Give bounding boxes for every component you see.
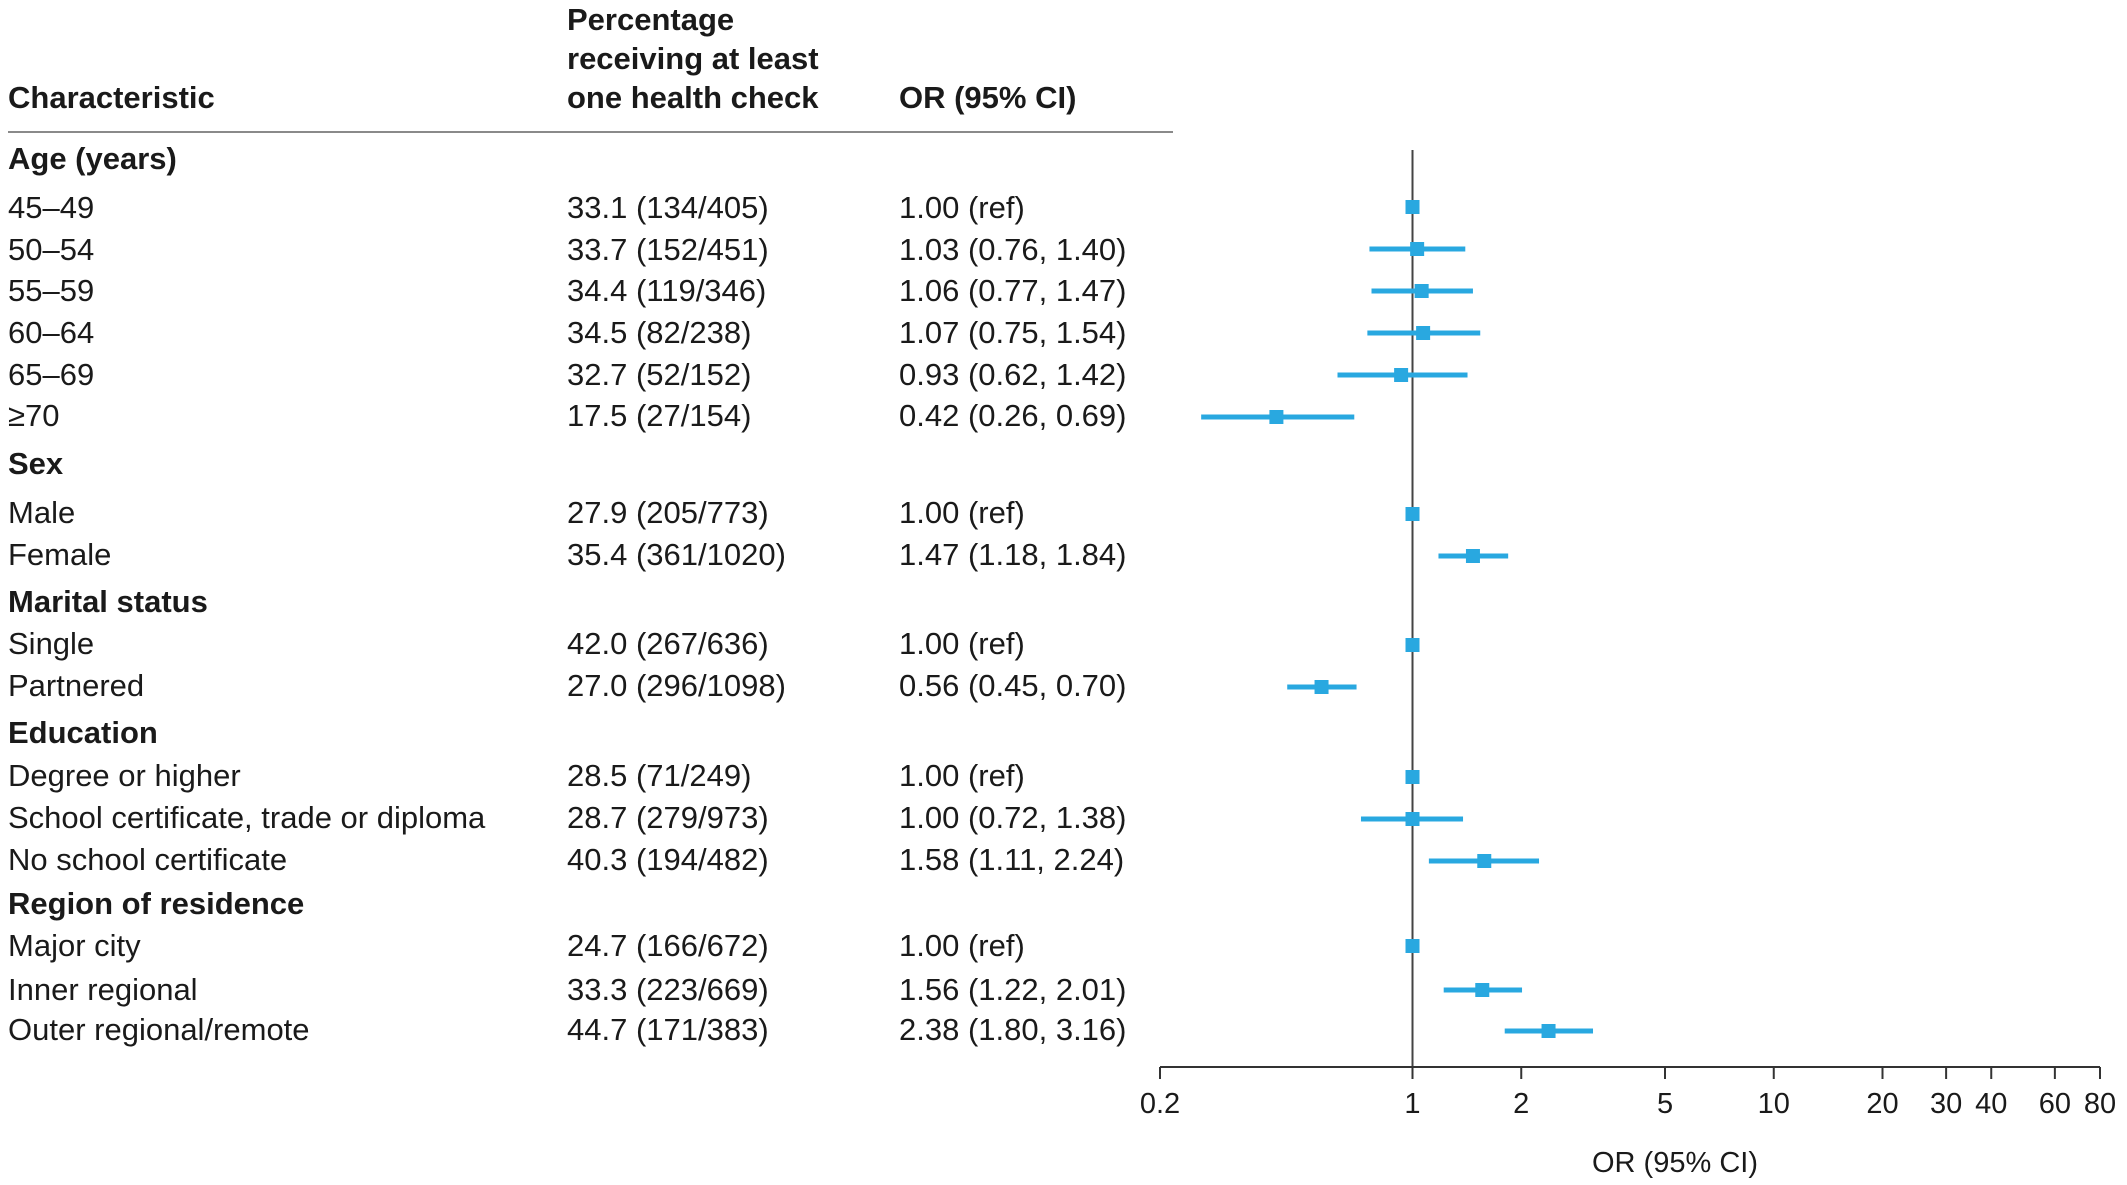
x-tick-label: 5 (1657, 1088, 1673, 1120)
header-characteristic: Characteristic (8, 80, 215, 115)
row-percentage: 28.5 (71/249) (567, 758, 752, 793)
row-or: 1.00 (ref) (899, 190, 1025, 225)
row-label: 45–49 (8, 190, 95, 225)
point-marker (1314, 680, 1329, 694)
row-label: Inner regional (8, 972, 198, 1007)
row-label: Female (8, 537, 112, 572)
row-or: 1.00 (0.72, 1.38) (899, 800, 1127, 835)
header-percentage-line-3: one health check (567, 80, 819, 115)
x-tick-label: 10 (1758, 1088, 1790, 1120)
x-tick-label: 1 (1404, 1088, 1420, 1120)
row-percentage: 34.4 (119/346) (567, 273, 767, 308)
row-or: 1.03 (0.76, 1.40) (899, 232, 1127, 267)
row-label: 60–64 (8, 315, 95, 350)
row-or: 1.56 (1.22, 2.01) (899, 972, 1127, 1007)
row-percentage: 27.9 (205/773) (567, 495, 769, 530)
point-marker (1405, 507, 1420, 521)
x-axis-title: OR (95% CI) (1592, 1147, 1758, 1179)
point-marker (1405, 939, 1420, 953)
point-marker (1405, 812, 1420, 826)
row-or: 2.38 (1.80, 3.16) (899, 1012, 1127, 1047)
row-or: 1.58 (1.11, 2.24) (899, 842, 1125, 877)
row-percentage: 40.3 (194/482) (567, 842, 769, 877)
row-or: 1.06 (0.77, 1.47) (899, 273, 1127, 308)
row-or: 0.42 (0.26, 0.69) (899, 398, 1127, 433)
x-tick-label: 60 (2039, 1088, 2071, 1120)
row-label: 50–54 (8, 232, 95, 267)
row-percentage: 28.7 (279/973) (567, 800, 769, 835)
row-label: Degree or higher (8, 758, 241, 793)
point-marker (1465, 549, 1480, 563)
header-or: OR (95% CI) (899, 80, 1077, 115)
header-divider (8, 131, 1173, 133)
point-marker (1394, 368, 1409, 382)
row-or: 1.00 (ref) (899, 626, 1025, 661)
section-heading: Age (years) (8, 141, 177, 176)
row-label: Male (8, 495, 76, 530)
section-heading: Region of residence (8, 886, 305, 921)
row-label: 55–59 (8, 273, 95, 308)
row-percentage: 32.7 (52/152) (567, 357, 752, 392)
row-label: 65–69 (8, 357, 95, 392)
row-or: 1.07 (0.75, 1.54) (899, 315, 1127, 350)
row-percentage: 34.5 (82/238) (567, 315, 752, 350)
point-marker (1405, 638, 1420, 652)
row-percentage: 27.0 (296/1098) (567, 668, 786, 703)
header-percentage-line-2: receiving at least (567, 41, 819, 76)
point-marker (1405, 200, 1420, 214)
point-marker (1414, 284, 1429, 298)
x-tick-label: 30 (1930, 1088, 1962, 1120)
row-percentage: 24.7 (166/672) (567, 928, 769, 963)
point-marker (1410, 242, 1425, 256)
x-tick-label: 2 (1513, 1088, 1529, 1120)
row-percentage: 33.7 (152/451) (567, 232, 769, 267)
row-label: No school certificate (8, 842, 288, 877)
row-percentage: 35.4 (361/1020) (567, 537, 786, 572)
row-or: 0.56 (0.45, 0.70) (899, 668, 1127, 703)
row-or: 0.93 (0.62, 1.42) (899, 357, 1127, 392)
row-label: ≥70 (8, 398, 60, 433)
row-label: Partnered (8, 668, 145, 703)
header-percentage: Percentage receiving at least one health… (567, 0, 819, 117)
row-or: 1.00 (ref) (899, 495, 1025, 530)
point-marker (1416, 326, 1431, 340)
row-label: Major city (8, 928, 141, 963)
row-label: School certificate, trade or diploma (8, 800, 486, 835)
row-label: Single (8, 626, 95, 661)
row-percentage: 17.5 (27/154) (567, 398, 752, 433)
row-percentage: 33.3 (223/669) (567, 972, 769, 1007)
row-percentage: 44.7 (171/383) (567, 1012, 769, 1047)
point-marker (1477, 854, 1492, 868)
x-tick-label: 80 (2084, 1088, 2116, 1120)
row-percentage: 42.0 (267/636) (567, 626, 769, 661)
section-heading: Sex (8, 446, 64, 481)
plot-layer: 0.2 1 2 5 10 20 30 40 60 80 OR (95% CI) (1140, 150, 2116, 1179)
row-or: 1.00 (ref) (899, 758, 1025, 793)
x-tick-label: 0.2 (1140, 1088, 1180, 1120)
row-percentage: 33.1 (134/405) (567, 190, 769, 225)
row-or: 1.00 (ref) (899, 928, 1025, 963)
x-tick-label: 40 (1975, 1088, 2007, 1120)
point-marker (1541, 1024, 1556, 1038)
x-tick-label: 20 (1866, 1088, 1898, 1120)
header-percentage-line-1: Percentage (567, 2, 735, 37)
point-marker (1405, 770, 1420, 784)
row-or: 1.47 (1.18, 1.84) (899, 537, 1127, 572)
section-heading: Education (8, 715, 158, 750)
row-label: Outer regional/remote (8, 1012, 310, 1047)
point-marker (1475, 983, 1490, 997)
point-marker (1269, 410, 1284, 424)
section-heading: Marital status (8, 584, 208, 619)
